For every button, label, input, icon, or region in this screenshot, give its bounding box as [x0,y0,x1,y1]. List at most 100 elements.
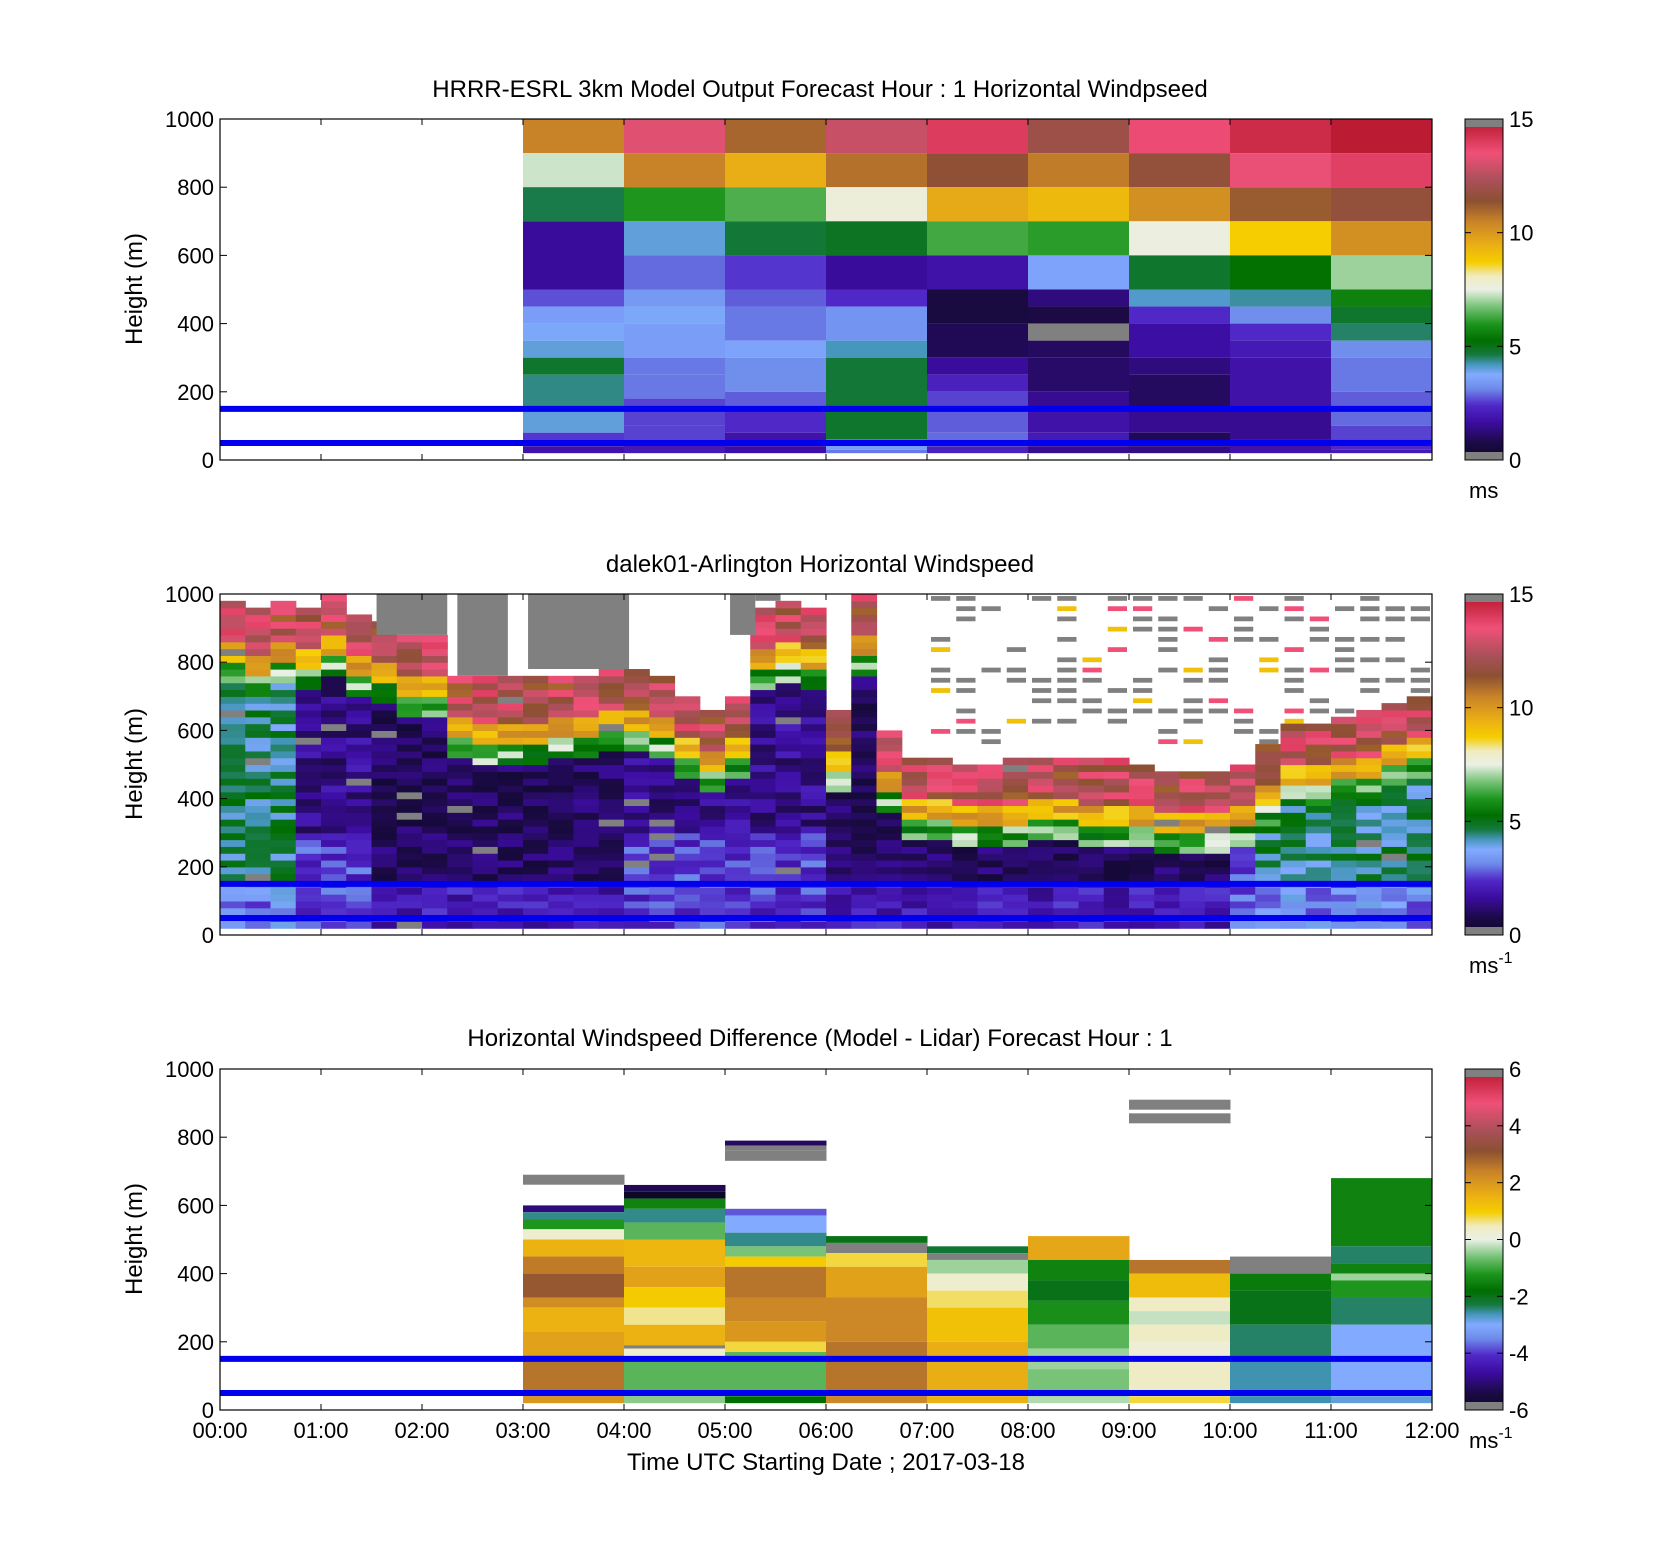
heatmap-cell [876,866,903,875]
heatmap-cell [371,764,398,772]
heatmap-cell [523,1174,625,1185]
heatmap-cell [1280,894,1307,902]
heatmap-cell [1129,853,1155,861]
heatmap-cell [624,669,650,677]
heatmap-cell [472,832,499,841]
heatmap-cell [624,442,726,454]
heatmap-cell [649,921,676,929]
heatmap-cell [649,791,676,800]
heatmap-cell [927,764,953,772]
heatmap-cell [624,784,650,793]
heatmap-cell [1230,255,1332,290]
heatmap-cell [1078,764,1105,772]
heatmap-cell [472,716,499,725]
heatmap-cell [624,1307,726,1325]
heatmap-cell [649,771,676,779]
heatmap-cell [220,744,246,752]
heatmap-cell [1028,306,1130,324]
heatmap-cell [624,1184,726,1192]
heatmap-cell [1230,832,1256,841]
heatmap-cell [901,819,928,827]
heatmap-cell [422,921,448,929]
heatmap-cell [245,723,272,731]
heatmap-cell [447,812,474,820]
heatmap-cell [750,832,777,841]
sparse-data-cell [931,636,951,642]
heatmap-cell [725,866,751,875]
heatmap-cell [1129,357,1231,375]
heatmap-cell [725,750,751,759]
heatmap-cell [220,873,246,882]
heatmap-cell [649,709,676,718]
heatmap-cell [396,846,423,854]
heatmap-cell [1129,374,1231,409]
heatmap-cell [497,866,524,875]
heatmap-cell [901,798,928,807]
heatmap-cell [548,859,575,868]
heatmap-cell [1331,798,1357,807]
sparse-data-cell [1259,739,1279,745]
sparse-data-cell [1309,698,1329,704]
heatmap-cell [245,784,272,793]
heatmap-cell [1230,873,1256,882]
heatmap-cell [295,894,322,902]
heatmap-cell [295,716,322,725]
heatmap-cell [750,628,777,636]
heatmap-cell [1381,873,1408,882]
colorbar-unit-label: ms-1 [1469,1425,1513,1453]
sparse-data-cell [1410,677,1430,683]
heatmap-cell [851,607,878,616]
heatmap-cell [927,446,1029,454]
heatmap-cell [1028,1259,1130,1281]
sparse-data-cell [1057,667,1077,673]
heatmap-cell [649,887,676,895]
heatmap-cell [523,859,549,868]
heatmap-cell [220,846,246,854]
heatmap-cell [624,846,650,854]
heatmap-cell [497,689,524,697]
heatmap-cell [548,819,575,827]
heatmap-cell [321,641,347,650]
heatmap-cell [1356,791,1383,800]
heatmap-cell [1230,805,1256,813]
heatmap-cell [649,730,676,738]
heatmap-cell [1078,887,1105,895]
heatmap-cell [295,784,322,793]
heatmap-cell [1002,887,1029,895]
heatmap-cell [851,614,878,622]
heatmap-cell [497,832,524,841]
heatmap-cell [220,628,246,636]
heatmap-cell [826,894,852,902]
heatmap-cell [1356,784,1383,793]
heatmap-cell [472,846,499,854]
heatmap-cell [573,853,600,861]
heatmap-cell [1078,812,1105,820]
heatmap-cell [1356,778,1383,786]
heatmap-cell [624,737,650,745]
heatmap-cell [851,655,878,663]
heatmap-cell [800,607,827,616]
y-tick-label: 600 [177,718,214,743]
heatmap-cell [775,716,802,725]
heatmap-cell [1305,723,1332,731]
heatmap-cell [598,675,625,684]
heatmap-cell [1356,709,1383,718]
heatmap-cell [649,907,676,916]
heatmap-cell [1078,791,1105,800]
heatmap-cell [548,682,575,691]
heatmap-cell [800,662,827,670]
heatmap-cell [447,846,474,854]
heatmap-cell [775,750,802,759]
heatmap-cell [624,812,650,820]
heatmap-cell [1381,750,1408,759]
y-tick-label: 200 [177,1330,214,1355]
sparse-data-cell [1133,626,1153,632]
heatmap-cell [371,655,398,663]
heatmap-cell [725,846,751,854]
heatmap-cell [851,812,878,820]
heatmap-cell [1381,887,1408,895]
heatmap-cell [674,798,701,807]
heatmap-cell [573,709,600,718]
heatmap-cell [775,634,802,643]
